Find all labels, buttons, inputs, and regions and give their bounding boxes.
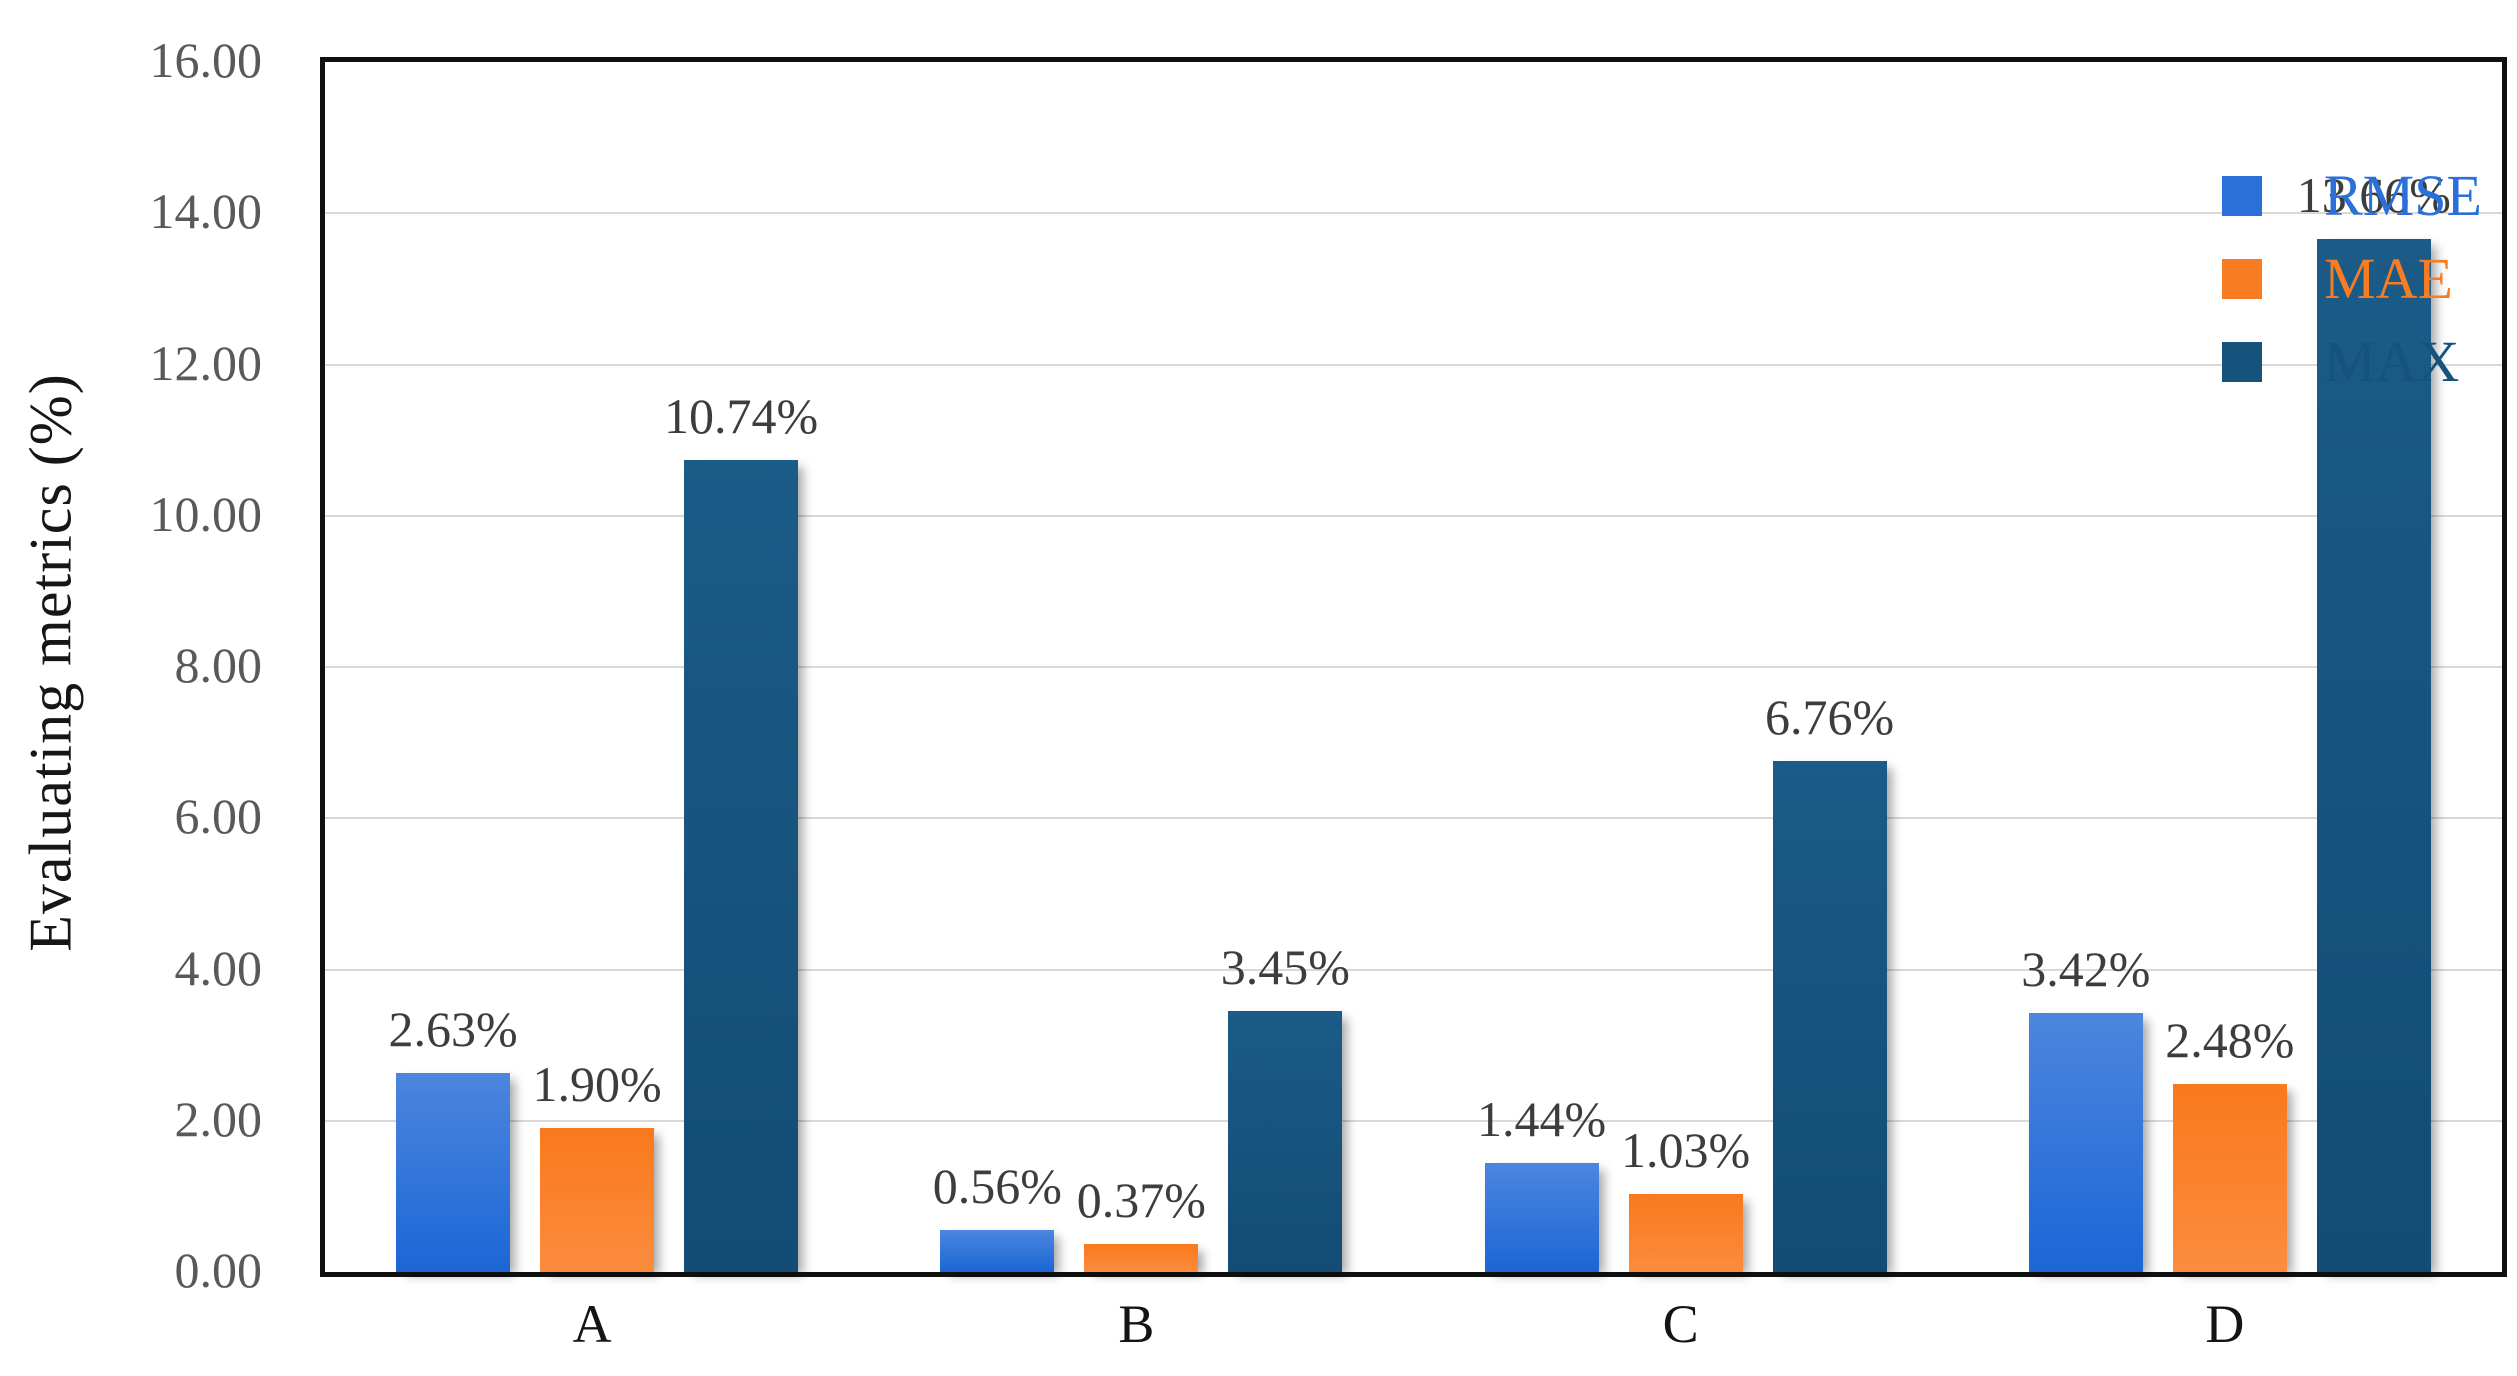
data-label-rmse-C: 1.44% [1477,1091,1607,1148]
data-label-rmse-A: 2.63% [388,1001,518,1058]
legend-swatch-icon-rmse [2222,175,2262,216]
bar-rmse-C: 1.44% [1477,1092,1606,1272]
bar-rmse-A: 2.63% [389,1002,518,1272]
legend-label-mae: MAE [2324,245,2453,311]
data-label-mae-D: 2.48% [2165,1012,2295,1069]
legend-label-rmse: RMSE [2324,162,2482,228]
x-label-D: D [2205,1294,2245,1354]
data-label-mae-C: 1.03% [1621,1122,1751,1179]
y-tick-label: 6.00 [174,788,263,845]
gridline [325,817,2502,820]
x-label-B: B [1118,1294,1155,1354]
y-tick-label: 2.00 [174,1090,263,1147]
gridline [325,363,2502,366]
gridline [325,212,2502,215]
data-label-mae-A: 1.90% [532,1056,662,1113]
y-tick-label: 16.00 [149,32,263,88]
bar-max-A: 10.74% [664,388,818,1272]
bar-group-B: 0.56% 0.37% 3.45% [869,62,1413,1272]
y-tick-label: 10.00 [149,485,263,542]
data-label-max-D: 13.66% [2296,166,2451,223]
data-label-rmse-B: 0.56% [932,1157,1062,1214]
legend: RMSE MAE MAX [2222,154,2482,403]
data-label-max-C: 6.76% [1765,688,1895,745]
data-label-max-A: 10.74% [664,387,819,444]
legend-label-max: MAX [2324,328,2460,394]
bar-rmse-B: 0.56% [933,1158,1062,1272]
bar-mae-D: 2.48% [2165,1013,2294,1272]
y-tick-label: 12.00 [149,334,263,391]
data-label-mae-B: 0.37% [1076,1172,1206,1229]
bar-rmse-D: 3.42% [2021,942,2150,1272]
x-label-C: C [1662,1294,1699,1354]
gridline [325,968,2502,971]
y-tick-label: 4.00 [174,939,263,996]
gridline [325,514,2502,517]
data-label-rmse-D: 3.42% [2021,941,2151,998]
bar-mae-B: 0.37% [1077,1173,1206,1272]
y-tick-label: 0.00 [174,1242,263,1298]
legend-item-mae: MAE [2222,237,2482,320]
data-label-max-B: 3.45% [1220,939,1350,996]
bar-max-B: 3.45% [1221,940,1350,1272]
legend-swatch-icon-mae [2222,258,2262,299]
plot-area: 2.63% 1.90% 10.74% 0.56% 0.37% 3.45% 1.44% 1.03… [320,57,2507,1277]
bar-group-C: 1.44% 1.03% 6.76% [1414,62,1958,1272]
bar-group-A: 2.63% 1.90% 10.74% [325,62,869,1272]
gridline [325,1119,2502,1122]
x-label-A: A [572,1294,612,1354]
gridline [325,666,2502,668]
bar-max-D: 13.66% [2297,167,2451,1272]
y-tick-label: 8.00 [174,637,263,693]
bar-group-D: 3.42% 2.48% 13.66% [1958,62,2502,1272]
bar-mae-C: 1.03% [1621,1123,1750,1272]
legend-item-rmse: RMSE [2222,154,2482,237]
legend-swatch-icon-max [2222,341,2262,382]
bar-max-C: 6.76% [1765,689,1894,1272]
y-tick-label: 14.00 [149,183,263,240]
bar-mae-A: 1.90% [533,1057,662,1272]
legend-item-max: MAX [2222,320,2482,403]
